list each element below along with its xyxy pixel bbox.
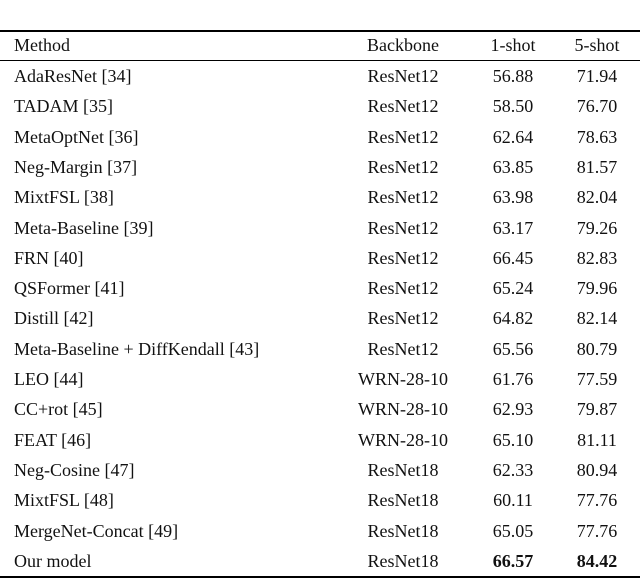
five-shot-cell: 81.11 [577,429,617,450]
backbone-cell: ResNet12 [367,96,439,117]
five-shot-cell: 82.04 [576,187,618,208]
backbone-cell: ResNet18 [367,550,439,571]
five-shot-cell: 84.42 [576,550,618,571]
one-shot-cell: 1-shot [490,35,536,55]
one-shot-cell: 62.33 [492,459,534,480]
five-shot-cell: 77.59 [576,369,618,389]
one-shot-cell: 63.85 [492,156,534,177]
backbone-cell: ResNet12 [367,338,439,359]
one-shot-cell: 63.98 [492,187,534,208]
five-shot-cell: 79.26 [576,217,618,238]
method-cell: FRN [40] [14,247,84,268]
one-shot-cell: 65.56 [492,338,534,359]
method-cell: TADAM [35] [14,96,114,117]
method-cell: Method [14,35,70,55]
backbone-cell: WRN-28-10 [358,429,448,450]
method-cell: Meta-Baseline [39] [14,217,154,238]
five-shot-cell: 80.94 [576,459,618,480]
backbone-cell: ResNet12 [367,217,439,238]
five-shot-cell: 81.57 [576,156,618,177]
method-cell: Neg-Margin [37] [14,156,138,177]
backbone-cell: ResNet12 [367,126,439,147]
one-shot-cell: 66.45 [492,247,534,268]
one-shot-cell: 58.50 [492,96,534,117]
backbone-cell: ResNet18 [367,459,439,480]
backbone-cell: ResNet18 [367,490,439,511]
backbone-cell: ResNet12 [367,187,439,208]
one-shot-cell: 65.24 [492,278,534,299]
one-shot-cell: 56.88 [492,66,534,86]
five-shot-cell: 82.83 [576,247,618,268]
top-rule [0,30,640,32]
five-shot-cell: 78.63 [576,126,618,147]
five-shot-cell: 80.79 [576,338,618,359]
one-shot-cell: 62.93 [492,399,534,420]
five-shot-cell: 71.94 [576,66,618,86]
one-shot-cell: 63.17 [492,217,534,238]
backbone-cell: ResNet12 [367,278,439,299]
five-shot-cell: 76.70 [576,96,618,117]
five-shot-cell: 5-shot [574,35,620,55]
backbone-cell: WRN-28-10 [358,369,448,389]
backbone-cell: ResNet12 [367,308,439,329]
one-shot-cell: 64.82 [492,308,534,329]
method-cell: MergeNet-Concat [49] [14,520,179,541]
five-shot-cell: 77.76 [576,520,618,541]
method-cell: Meta-Baseline + DiffKendall [43] [14,338,260,359]
method-cell: Our model [14,550,92,571]
method-cell: FEAT [46] [14,429,92,450]
one-shot-cell: 61.76 [492,369,534,389]
one-shot-cell: 66.57 [492,550,534,571]
five-shot-cell: 82.14 [576,308,618,329]
method-cell: LEO [44] [14,369,84,389]
method-cell: QSFormer [41] [14,278,125,299]
backbone-cell: ResNet12 [367,247,439,268]
method-cell: MetaOptNet [36] [14,126,139,147]
method-cell: MixtFSL [38] [14,187,114,208]
backbone-cell: ResNet12 [367,156,439,177]
method-cell: CC+rot [45] [14,399,103,420]
backbone-cell: ResNet12 [367,66,439,86]
one-shot-cell: 62.64 [492,126,534,147]
one-shot-cell: 65.05 [492,520,534,541]
one-shot-cell: 60.11 [493,490,533,511]
method-cell: Distill [42] [14,308,94,329]
five-shot-cell: 77.76 [576,490,618,511]
backbone-cell: ResNet18 [367,520,439,541]
header-rule [0,60,640,61]
one-shot-cell: 65.10 [492,429,534,450]
method-cell: MixtFSL [48] [14,490,114,511]
backbone-cell: Backbone [367,35,439,55]
five-shot-cell: 79.87 [576,399,618,420]
method-cell: Neg-Cosine [47] [14,459,135,480]
five-shot-cell: 79.96 [576,278,618,299]
backbone-cell: WRN-28-10 [358,399,448,420]
bottom-rule [0,576,640,578]
method-cell: AdaResNet [34] [14,66,132,86]
